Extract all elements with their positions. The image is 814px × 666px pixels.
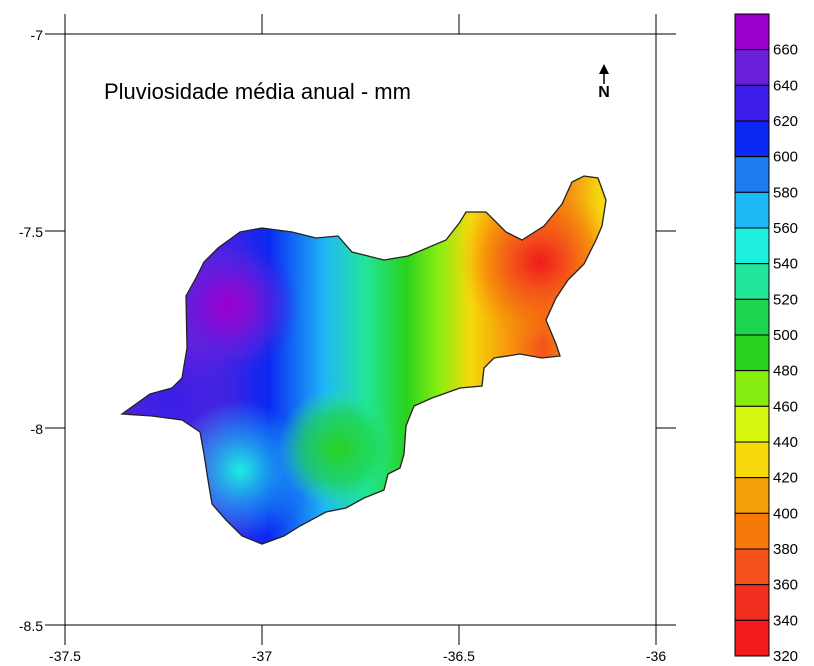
legend-swatch bbox=[734, 13, 770, 51]
legend-swatch bbox=[734, 263, 770, 300]
legend-label: 660 bbox=[773, 42, 798, 59]
y-tick-label: -7.5 bbox=[19, 224, 43, 240]
legend-swatch bbox=[734, 370, 770, 407]
legend-swatch bbox=[734, 584, 770, 621]
legend-label: 580 bbox=[773, 184, 798, 201]
legend-swatch bbox=[734, 619, 770, 657]
legend-label: 540 bbox=[773, 256, 798, 273]
north-label: N bbox=[598, 84, 610, 101]
y-tick-label: -7 bbox=[31, 27, 44, 43]
plot-frame bbox=[64, 33, 657, 626]
map-title: Pluviosidade média anual - mm bbox=[104, 79, 411, 104]
axis-ticks bbox=[45, 14, 676, 645]
legend-swatch bbox=[734, 334, 770, 372]
legend-swatch bbox=[734, 512, 770, 550]
legend-swatch bbox=[734, 227, 770, 265]
legend-swatch bbox=[734, 191, 770, 229]
legend-swatch bbox=[734, 405, 770, 443]
y-tick-label: -8.5 bbox=[19, 618, 43, 634]
legend-label: 340 bbox=[773, 612, 798, 629]
x-tick-label: -37.5 bbox=[49, 648, 81, 664]
legend-label: 460 bbox=[773, 398, 798, 415]
legend-label: 360 bbox=[773, 577, 798, 594]
legend-label: 600 bbox=[773, 149, 798, 166]
legend-swatch bbox=[734, 477, 770, 514]
color-legend: 660 640 620 600 580 560 540 520 500 480 460 440 420 4… bbox=[734, 13, 798, 665]
legend-label: 640 bbox=[773, 77, 798, 94]
legend-swatch bbox=[734, 156, 770, 193]
legend-label: 380 bbox=[773, 541, 798, 558]
legend-label: 620 bbox=[773, 113, 798, 130]
x-tick-label: -36.5 bbox=[443, 648, 475, 664]
x-tick-label: -37 bbox=[252, 648, 272, 664]
legend-swatch bbox=[734, 298, 770, 336]
legend-label: 320 bbox=[773, 648, 798, 665]
x-tick-label: -36 bbox=[646, 648, 666, 664]
legend-swatch bbox=[734, 84, 770, 122]
legend-label: 560 bbox=[773, 220, 798, 237]
legend-label: 440 bbox=[773, 434, 798, 451]
legend-swatch bbox=[734, 120, 770, 158]
north-arrow-icon: N bbox=[598, 64, 610, 101]
legend-swatch bbox=[734, 49, 770, 86]
legend-label: 420 bbox=[773, 470, 798, 487]
legend-label: 500 bbox=[773, 327, 798, 344]
y-tick-label: -8 bbox=[31, 421, 44, 437]
legend-label: 400 bbox=[773, 505, 798, 522]
legend-label: 520 bbox=[773, 291, 798, 308]
legend-label: 480 bbox=[773, 363, 798, 380]
legend-swatch bbox=[734, 441, 770, 479]
legend-swatch bbox=[734, 548, 770, 586]
